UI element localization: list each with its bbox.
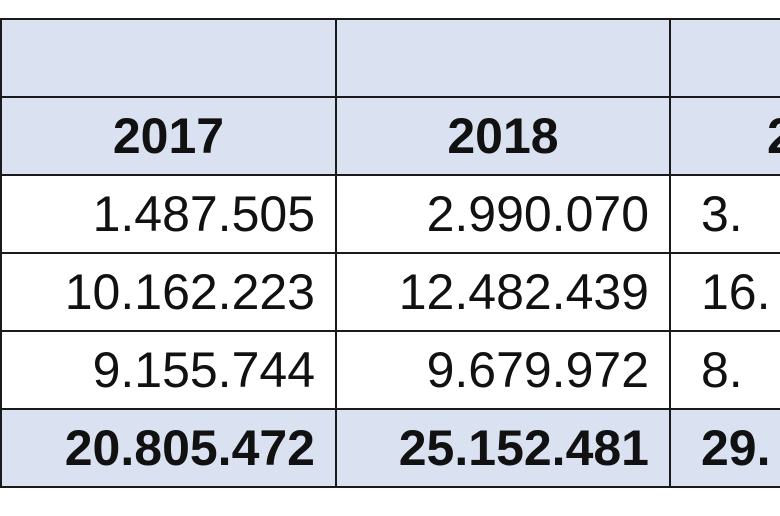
year-header-cell[interactable]: 2017 bbox=[0, 96, 337, 176]
value-cell[interactable]: 9.679.972 bbox=[335, 330, 671, 410]
value-cell[interactable]: 3. bbox=[669, 174, 780, 254]
value-cell[interactable]: 12.482.439 bbox=[335, 252, 671, 332]
total-row: 20.805.472 25.152.481 29. bbox=[0, 408, 780, 488]
value-cell[interactable]: 9.155.744 bbox=[0, 330, 337, 410]
value-cell[interactable]: 1.487.505 bbox=[0, 174, 337, 254]
table-row: 10.162.223 12.482.439 16. bbox=[0, 252, 780, 332]
table-row: 1.487.505 2.990.070 3. bbox=[0, 174, 780, 254]
total-cell[interactable]: 20.805.472 bbox=[0, 408, 337, 488]
value-cell[interactable]: 16. bbox=[669, 252, 780, 332]
year-header-row: 2017 2018 2 bbox=[0, 96, 780, 176]
blank-header-row bbox=[0, 18, 780, 98]
total-cell[interactable]: 25.152.481 bbox=[335, 408, 671, 488]
table-row: 9.155.744 9.679.972 8. bbox=[0, 330, 780, 410]
blank-header-cell[interactable] bbox=[669, 18, 780, 98]
total-cell[interactable]: 29. bbox=[669, 408, 780, 488]
value-cell[interactable]: 8. bbox=[669, 330, 780, 410]
blank-header-cell[interactable] bbox=[0, 18, 337, 98]
blank-header-cell[interactable] bbox=[335, 18, 671, 98]
year-header-cell[interactable]: 2 bbox=[669, 96, 780, 176]
data-table: 2017 2018 2 1.487.505 2.990.070 3. 10.16… bbox=[0, 18, 780, 488]
year-header-cell[interactable]: 2018 bbox=[335, 96, 671, 176]
value-cell[interactable]: 2.990.070 bbox=[335, 174, 671, 254]
value-cell[interactable]: 10.162.223 bbox=[0, 252, 337, 332]
spreadsheet-view: 2017 2018 2 1.487.505 2.990.070 3. 10.16… bbox=[0, 18, 780, 495]
